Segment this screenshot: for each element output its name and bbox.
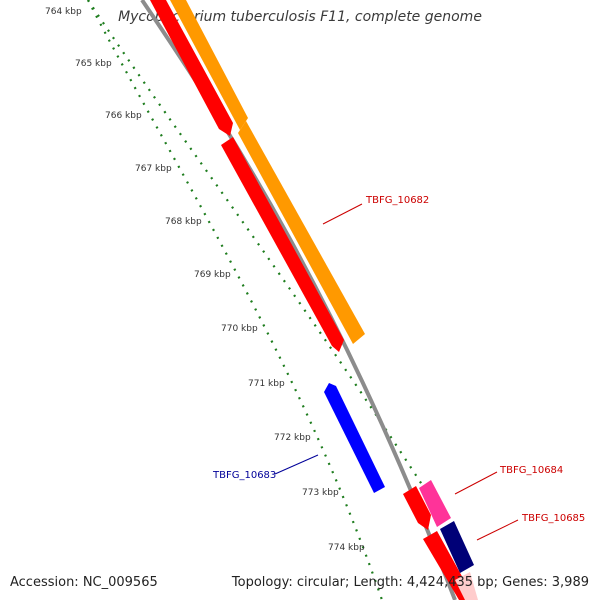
cds-red-upper [150, 0, 233, 136]
cds-fade [455, 572, 478, 600]
callout-line-10685 [476, 519, 519, 541]
tick-label: 770 kbp [221, 324, 258, 334]
inner-tick-ring [87, 0, 384, 600]
tick-label: 773 kbp [302, 488, 339, 498]
tick-label: 774 kbp [328, 543, 365, 553]
cds-blue [324, 383, 385, 493]
cds-orange-upper [170, 0, 248, 130]
tick-label: 771 kbp [248, 379, 285, 389]
gene-label: TBFG_10683 [212, 470, 276, 481]
callout-line-10684 [454, 471, 498, 495]
cds-red-lower [221, 137, 344, 352]
callout-line-10682 [322, 203, 363, 225]
tick-label: 766 kbp [105, 111, 142, 121]
cds-navy [440, 521, 474, 573]
backbone [140, 0, 457, 600]
cds-orange-lower [238, 121, 365, 344]
tick-label: 772 kbp [274, 433, 311, 443]
gene-label: TBFG_10682 [365, 195, 429, 206]
summary-text: Topology: circular; Length: 4,424,435 bp… [231, 575, 589, 590]
gene-label: TBFG_10685 [521, 513, 585, 524]
accession-text: Accession: NC_009565 [10, 575, 158, 590]
outer-tick-ring [87, 0, 471, 561]
gene-label: TBFG_10684 [499, 465, 563, 476]
cds-pink [419, 480, 451, 527]
callout-line-10683 [274, 454, 319, 475]
tick-label: 765 kbp [75, 59, 112, 69]
tick-label: 769 kbp [194, 270, 231, 280]
tick-label: 767 kbp [135, 164, 172, 174]
tick-label: 768 kbp [165, 217, 202, 227]
cds-red-small [403, 486, 431, 530]
tick-label: 764 kbp [45, 7, 82, 17]
map-title: Mycobacterium tuberculosis F11, complete… [118, 9, 482, 25]
